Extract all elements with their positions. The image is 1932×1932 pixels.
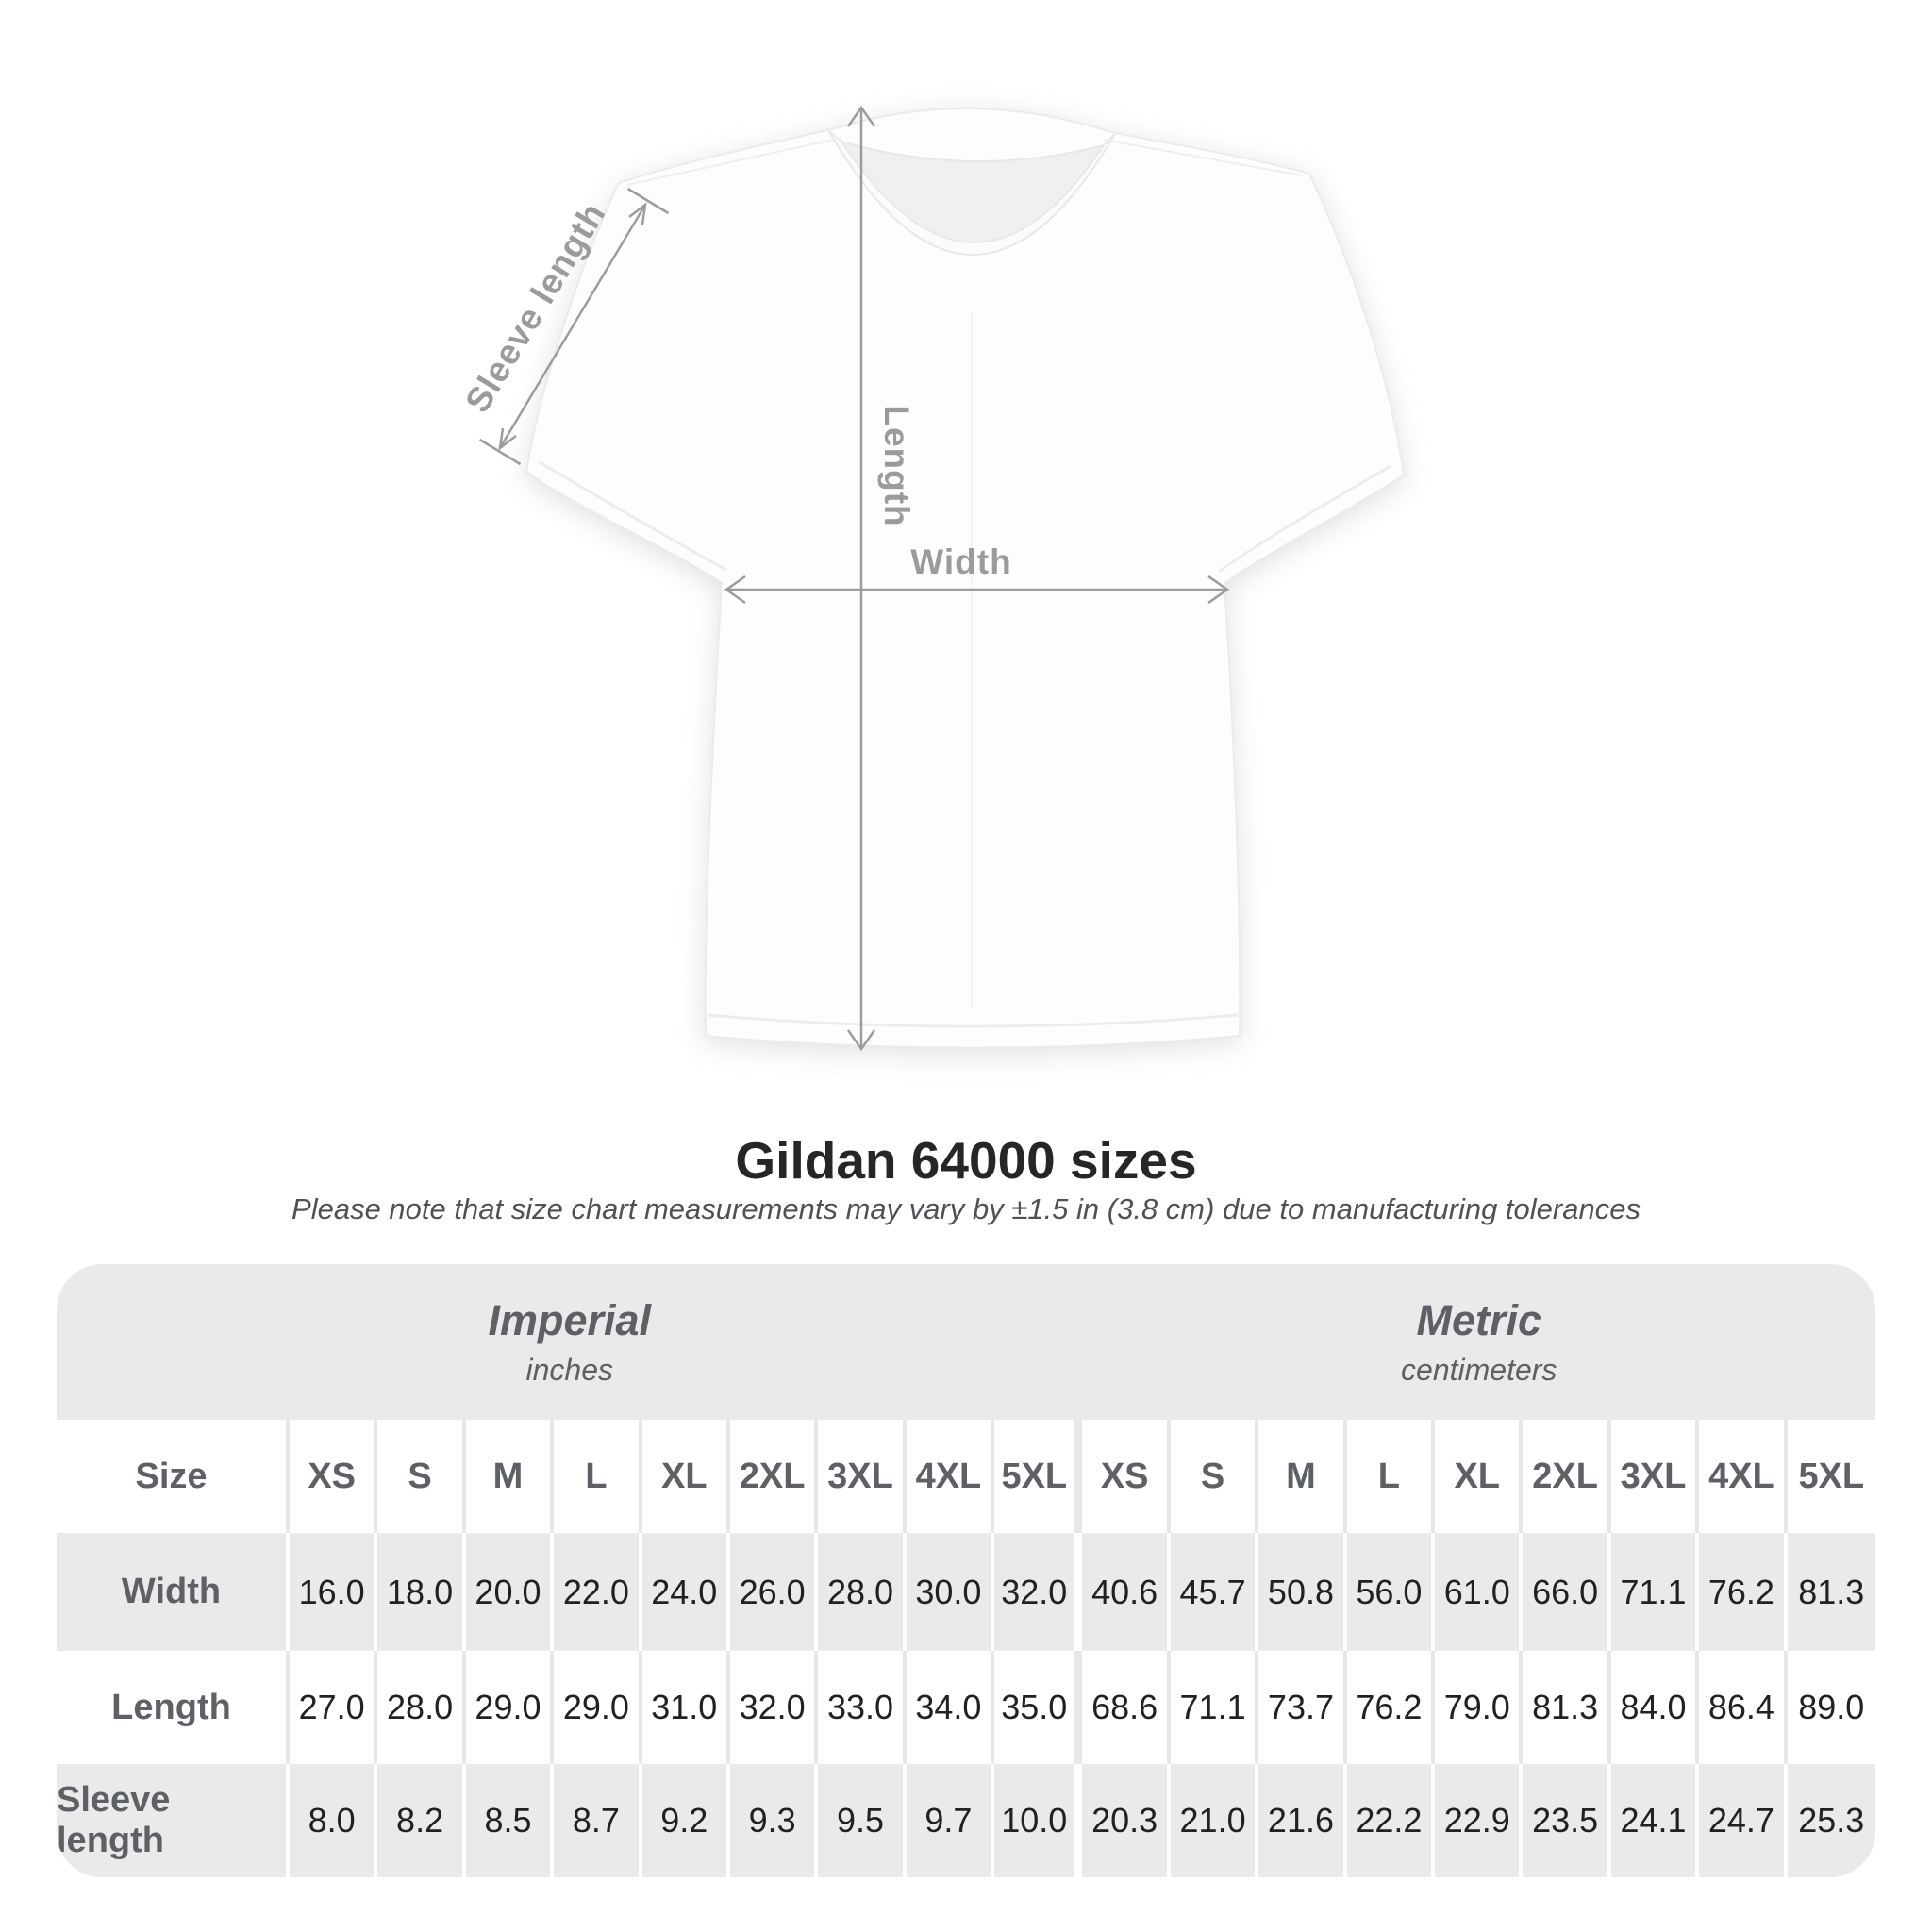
length-imperial-xl: 31.0 [641,1651,730,1764]
sleeve-imperial-5xl: 10.0 [994,1764,1083,1877]
width-metric-l: 56.0 [1347,1533,1436,1651]
collar-band [827,129,1116,256]
metric-label: Metric [1416,1296,1541,1344]
length-metric-2xl: 81.3 [1523,1651,1611,1764]
size-header-metric-3xl: 3XL [1610,1420,1700,1533]
sleeve-metric-4xl: 24.7 [1699,1764,1788,1877]
row-label-length: Length [57,1651,290,1764]
imperial-label: Imperial [488,1296,652,1344]
row-label-sleeve-length: Sleeve length [57,1764,290,1877]
length-metric-xs: 68.6 [1082,1651,1171,1764]
length-imperial-l: 29.0 [554,1651,642,1764]
group-header-metric: Metric centimeters [1082,1264,1875,1420]
size-header-imperial-s: S [377,1420,466,1533]
page-subtitle: Please note that size chart measurements… [291,1192,1641,1225]
length-metric-4xl: 86.4 [1699,1651,1788,1764]
width-imperial-2xl: 26.0 [730,1533,819,1651]
length-label: Length [877,405,916,526]
length-metric-m: 73.7 [1258,1651,1347,1764]
length-metric-s: 71.1 [1170,1651,1259,1764]
width-metric-2xl: 66.0 [1523,1533,1611,1651]
length-imperial-xs: 27.0 [290,1651,378,1764]
sleeve-imperial-l: 8.7 [554,1764,642,1877]
size-header-imperial-m: M [465,1420,555,1533]
sleeve-metric-m: 21.6 [1258,1764,1347,1877]
size-header-metric-2xl: 2XL [1523,1420,1611,1533]
tshirt-image: Length Width Sleeve length [458,105,1406,1052]
length-imperial-5xl: 35.0 [994,1651,1083,1764]
sleeve-imperial-m: 8.5 [466,1764,555,1877]
length-imperial-m: 29.0 [465,1651,555,1764]
sleeve-imperial-4xl: 9.7 [907,1764,995,1877]
size-table: Imperial inches Metric centimeters Size … [57,1264,1875,1877]
sleeve-metric-2xl: 23.5 [1523,1764,1611,1877]
sleeve-imperial-xl: 9.2 [642,1764,730,1877]
size-header-metric-m: M [1258,1420,1347,1533]
size-header-metric-l: L [1346,1420,1436,1533]
sleeve-metric-xl: 22.9 [1435,1764,1524,1877]
length-imperial-4xl: 34.0 [906,1651,995,1764]
size-header-metric-4xl: 4XL [1699,1420,1788,1533]
width-label: Width [910,542,1011,581]
width-metric-m: 50.8 [1258,1533,1347,1651]
sleeve-imperial-2xl: 9.3 [730,1764,819,1877]
size-header-imperial-l: L [554,1420,642,1533]
size-header-imperial-xl: XL [641,1420,730,1533]
width-imperial-5xl: 32.0 [994,1533,1083,1651]
sleeve-imperial-3xl: 9.5 [818,1764,907,1877]
sleeve-metric-xs: 20.3 [1082,1764,1171,1877]
sleeve-imperial-s: 8.2 [377,1764,466,1877]
length-imperial-2xl: 32.0 [729,1651,819,1764]
width-imperial-l: 22.0 [554,1533,642,1651]
metric-unit: centimeters [1401,1353,1557,1387]
size-header-imperial-5xl: 5XL [994,1420,1083,1533]
width-arrow [724,575,1230,605]
length-imperial-3xl: 33.0 [818,1651,907,1764]
row-label-width: Width [57,1533,290,1651]
size-header-metric-s: S [1170,1420,1259,1533]
sleeve-metric-l: 22.2 [1347,1764,1436,1877]
size-header-metric-xl: XL [1435,1420,1524,1533]
length-imperial-s: 28.0 [377,1651,466,1764]
width-metric-5xl: 81.3 [1798,1572,1865,1611]
size-column-header: Size [57,1420,290,1533]
length-arrow [846,105,876,1052]
sleeve-imperial-xs: 8.0 [290,1764,378,1877]
width-imperial-3xl: 28.0 [818,1533,907,1651]
tshirt-silhouette [525,108,1406,1049]
width-imperial-xl: 24.0 [642,1533,730,1651]
width-metric-s: 45.7 [1171,1533,1259,1651]
length-metric-3xl: 84.0 [1610,1651,1700,1764]
size-header-metric-5xl: 5XL [1787,1420,1875,1533]
sleeve-metric-5xl: 25.3 [1798,1801,1865,1840]
tshirt-diagram: Length Width Sleeve length [406,66,1481,1085]
length-metric-l: 76.2 [1346,1651,1436,1764]
sleeve-metric-s: 21.0 [1171,1764,1259,1877]
size-header-imperial-2xl: 2XL [729,1420,819,1533]
width-metric-4xl: 76.2 [1699,1533,1788,1651]
width-metric-xl: 61.0 [1435,1533,1524,1651]
width-imperial-s: 18.0 [377,1533,466,1651]
size-header-imperial-3xl: 3XL [818,1420,907,1533]
page-title: Gildan 64000 sizes [735,1131,1197,1190]
imperial-unit: inches [525,1353,613,1387]
width-imperial-m: 20.0 [466,1533,555,1651]
width-imperial-4xl: 30.0 [907,1533,995,1651]
length-metric-5xl: 89.0 [1787,1651,1875,1764]
size-header-imperial-xs: XS [290,1420,378,1533]
size-header-metric-xs: XS [1082,1420,1171,1533]
width-metric-3xl: 71.1 [1611,1533,1700,1651]
size-header-imperial-4xl: 4XL [906,1420,995,1533]
sleeve-metric-3xl: 24.1 [1611,1764,1700,1877]
sleeve-length-arrow [478,187,670,466]
width-metric-xs: 40.6 [1082,1533,1171,1651]
length-metric-xl: 79.0 [1435,1651,1524,1764]
width-imperial-xs: 16.0 [290,1533,378,1651]
group-header-imperial: Imperial inches [57,1264,1082,1420]
